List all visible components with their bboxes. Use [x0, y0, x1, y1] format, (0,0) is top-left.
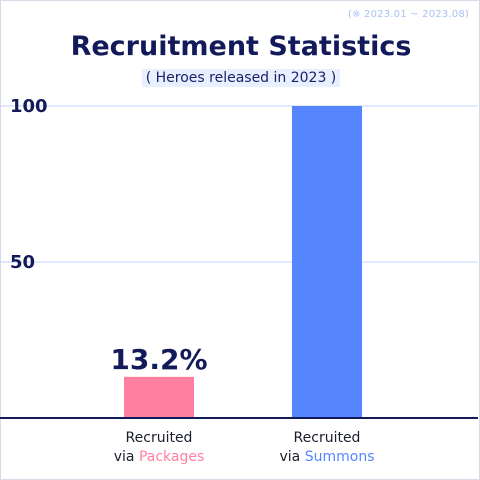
category-label-line1-1: Recruited [294, 430, 361, 446]
bar-0 [124, 376, 194, 418]
category-label-highlight-0: Packages [139, 449, 204, 465]
y-tick-label-50: 50 [10, 252, 35, 273]
category-label-prefix-1: via [280, 449, 305, 465]
y-tick-label-100: 100 [10, 96, 48, 117]
chart-title: Recruitment Statistics [70, 31, 412, 62]
category-label-highlight-1: Summons [305, 449, 375, 465]
date-range-note: (※ 2023.01 ~ 2023.08) [347, 9, 469, 20]
category-label-line2-1: via Summons [280, 449, 375, 465]
bar-1 [292, 106, 362, 418]
chart-subtitle-wrap: ( Heroes released in 2023 ) [1, 67, 480, 87]
data-label-0: 13.2% [110, 343, 207, 376]
category-label-line2-0: via Packages [114, 449, 205, 465]
category-label-line1-0: Recruited [126, 430, 193, 446]
category-label-prefix-0: via [114, 449, 139, 465]
chart-subtitle: ( Heroes released in 2023 ) [141, 69, 341, 87]
